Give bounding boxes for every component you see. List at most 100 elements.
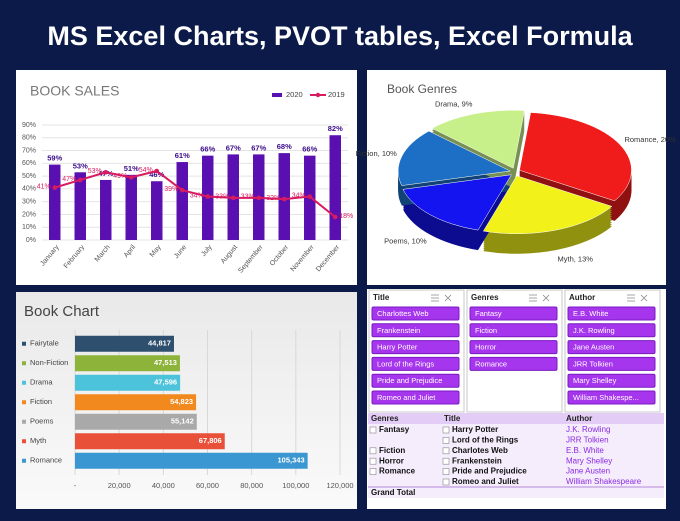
slicer-item[interactable] [371, 390, 460, 405]
bar [176, 162, 188, 240]
y-tick-label: Myth [30, 436, 46, 445]
line-marker [205, 194, 211, 199]
slicer-title: Title [373, 293, 390, 302]
x-tick-label: 80,000 [240, 481, 263, 490]
line-label: 41% [37, 183, 51, 190]
table-cell: Frankenstein [452, 456, 502, 465]
bar [75, 335, 174, 352]
slicer-item-label[interactable]: Fiction [475, 326, 497, 335]
slicer-item[interactable] [469, 323, 558, 338]
x-tick-label: 20,000 [108, 481, 131, 490]
slice-label: Drama, 9% [435, 99, 473, 108]
slicer-item-label[interactable]: Frankenstein [377, 326, 420, 335]
slicer-item-label[interactable]: Jane Austen [573, 343, 614, 352]
expand-icon [442, 468, 450, 475]
slicer-item-label[interactable]: Fantasy [475, 309, 502, 318]
slicer-item[interactable] [371, 373, 460, 388]
slicer-item[interactable] [567, 373, 656, 388]
bar-label: 46% [149, 170, 164, 179]
slice-label: Romance, 20% [624, 135, 676, 144]
slicer-item[interactable] [371, 323, 460, 338]
y-tick-label: 20% [22, 211, 36, 218]
bar [100, 179, 112, 240]
y-tick-label: 0% [26, 237, 36, 244]
line-marker [179, 187, 185, 193]
bar-label: 53% [73, 161, 88, 170]
slicer-icon [627, 294, 648, 302]
slicer-item-label[interactable]: Horror [475, 343, 497, 352]
chart-title: Book Chart [24, 303, 100, 320]
bar-label: 105,343 [278, 456, 305, 465]
table-header-cell: Genres [371, 414, 399, 423]
slicer-item[interactable] [371, 306, 460, 321]
bar-label: 59% [47, 154, 62, 163]
slicer-icon [431, 294, 452, 302]
bar-label: 51% [124, 164, 139, 173]
slicer-item[interactable] [371, 340, 460, 355]
legend-swatch [22, 458, 26, 463]
line-label: 47% [62, 176, 76, 183]
table-cell: Harry Potter [452, 425, 498, 434]
line-marker [307, 194, 313, 199]
table-total: Grand Total [371, 488, 415, 497]
line-label: 53% [88, 168, 102, 175]
slice [397, 130, 512, 186]
bar [75, 413, 197, 430]
bar [329, 135, 341, 240]
slicer-item[interactable] [567, 306, 656, 321]
y-tick-label: 50% [22, 173, 36, 180]
y-tick-label: 10% [22, 224, 36, 231]
slicer-item-label[interactable]: Pride and Prejudice [377, 376, 442, 385]
slicer-item-label[interactable]: JRR Tolkien [573, 359, 613, 368]
expand-icon [442, 447, 450, 455]
slicer-title: Author [569, 293, 595, 302]
slicer-item-label[interactable]: E.B. White [573, 309, 608, 318]
table [368, 413, 664, 498]
line-marker [332, 214, 338, 220]
slicer-item[interactable] [567, 323, 656, 338]
table-cell: Horror [379, 456, 404, 465]
legend-label: 2019 [328, 90, 345, 99]
slicer-item-label[interactable]: Harry Potter [377, 343, 418, 352]
line-label: 32% [266, 195, 280, 202]
slicer-item[interactable] [567, 356, 656, 371]
slicer-item-label[interactable]: Romance [475, 359, 507, 368]
bar [49, 164, 61, 240]
y-tick-label: Fiction [30, 397, 52, 406]
bar-label: 82% [328, 124, 343, 133]
bar-label: 55,142 [171, 417, 194, 426]
slicer-item-label[interactable]: Charlottes Web [377, 309, 429, 318]
table-cell: E.B. White [566, 446, 604, 455]
legend-label: 2020 [286, 90, 303, 99]
table-header-cell: Title [444, 414, 461, 423]
slicer-item-label[interactable]: Mary Shelley [573, 376, 617, 385]
slicer-item[interactable] [567, 390, 656, 405]
y-tick-label: Fairytale [30, 339, 59, 348]
line-label: 34% [292, 192, 306, 199]
slicer-item[interactable] [371, 356, 460, 371]
legend-swatch [22, 400, 26, 405]
y-tick-label: 80% [22, 135, 36, 142]
slicer-item-label[interactable]: Lord of the Rings [377, 359, 434, 368]
line-marker [230, 195, 236, 201]
slicer-item-label[interactable]: William Shakespe... [573, 393, 639, 402]
line-label: 54% [139, 167, 153, 174]
slicer-item-label[interactable]: Romeo and Juliet [377, 393, 436, 402]
line [54, 169, 336, 218]
bar-label: 61% [175, 151, 190, 160]
legend-swatch [272, 93, 282, 97]
bar [278, 153, 290, 240]
expand-icon [442, 426, 450, 434]
slicer-item[interactable] [469, 306, 558, 321]
bar-label: 67% [251, 143, 266, 152]
slicer-item[interactable] [567, 340, 656, 355]
slicer-item[interactable] [469, 340, 558, 355]
bar-label: 66% [200, 145, 215, 154]
y-tick-label: Romance [30, 456, 62, 465]
line-label: 34% [190, 192, 204, 199]
slicer-item[interactable] [469, 356, 558, 371]
y-tick-label: 70% [22, 147, 36, 154]
slice [482, 175, 613, 234]
slicer-item-label[interactable]: J.K. Rowling [573, 326, 615, 335]
